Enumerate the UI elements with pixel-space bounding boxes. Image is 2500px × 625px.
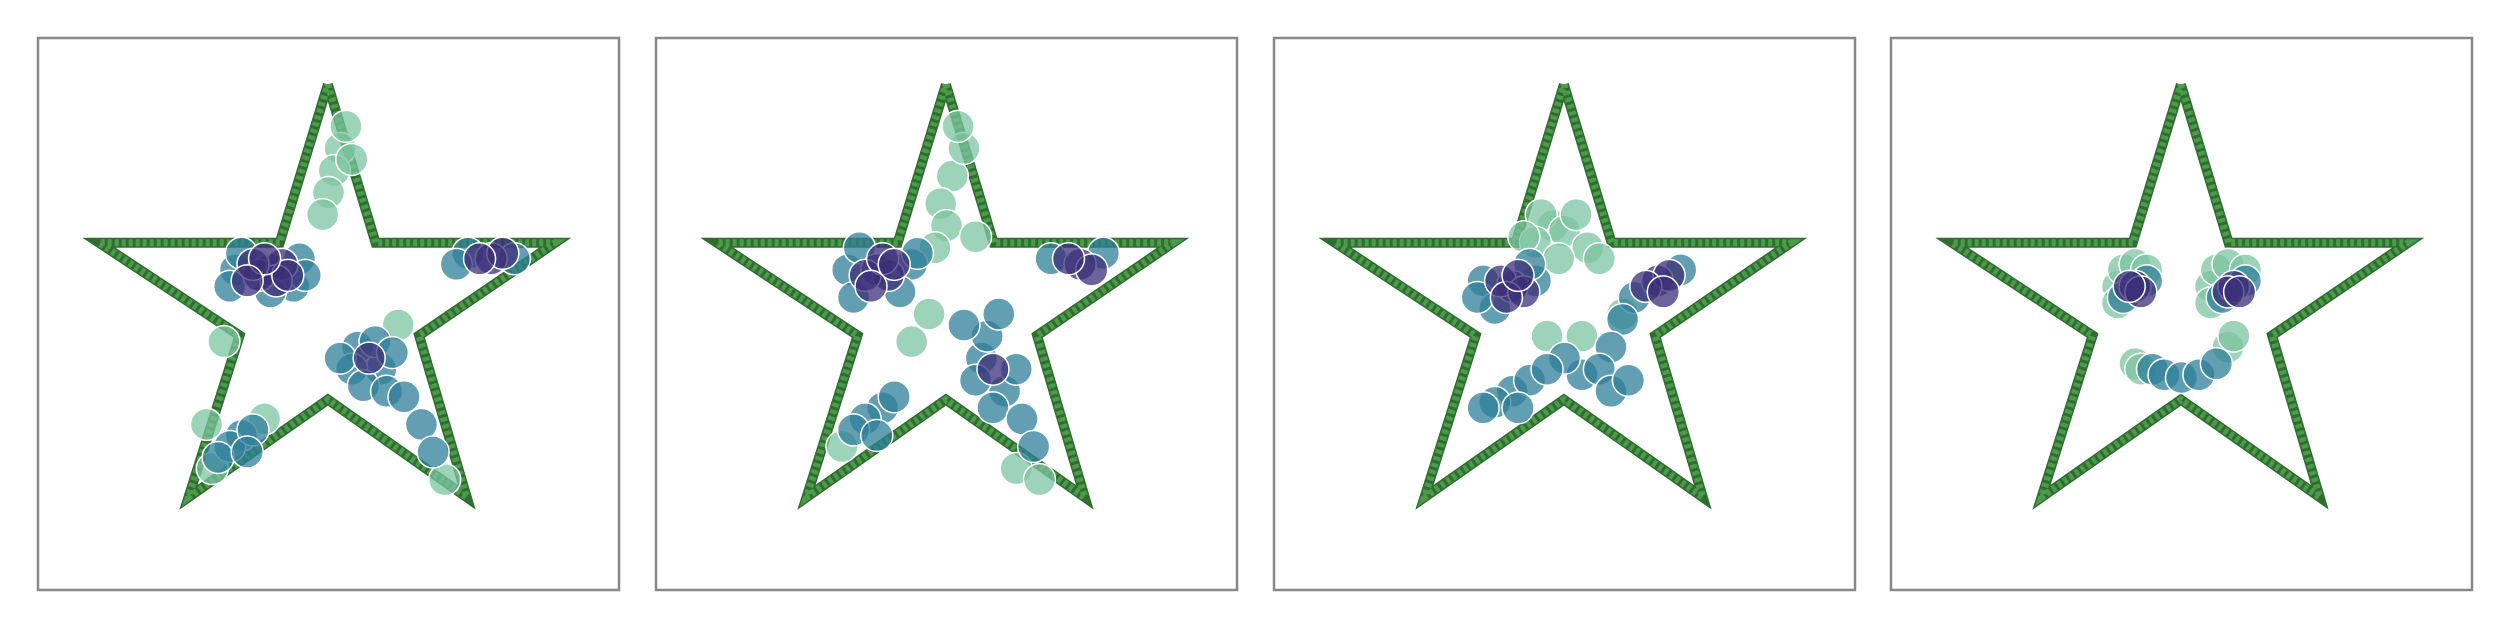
point	[416, 435, 450, 469]
point	[1016, 429, 1051, 464]
point	[2112, 269, 2146, 304]
point	[1501, 391, 1535, 425]
point	[1022, 462, 1057, 497]
point	[1646, 275, 1681, 309]
star-outline-markers	[705, 83, 1185, 507]
panel-frame	[1889, 36, 2474, 592]
point	[976, 352, 1010, 386]
point	[877, 247, 911, 282]
point	[2199, 346, 2234, 381]
point	[1559, 197, 1593, 232]
point	[1507, 219, 1541, 254]
point	[1565, 319, 1599, 353]
star-outline-markers	[1940, 83, 2420, 507]
panel	[654, 36, 1239, 592]
point	[189, 407, 224, 442]
point	[329, 109, 363, 144]
point	[323, 341, 357, 375]
panel-frame	[1272, 36, 1857, 592]
point	[1051, 242, 1086, 276]
point	[2222, 275, 2257, 309]
point	[1501, 258, 1535, 293]
point	[2217, 319, 2251, 353]
panel-frame	[36, 36, 621, 592]
point	[877, 380, 911, 414]
point	[230, 264, 264, 298]
point	[201, 440, 235, 475]
point	[1530, 352, 1564, 386]
point	[941, 109, 975, 144]
point	[387, 380, 421, 414]
point	[462, 242, 497, 276]
point	[352, 341, 386, 375]
point	[860, 418, 894, 453]
point	[334, 142, 369, 177]
point	[305, 197, 340, 232]
point	[271, 258, 305, 293]
star-outline-markers	[87, 83, 567, 507]
point	[1530, 319, 1564, 353]
point	[1466, 391, 1500, 425]
point	[247, 242, 282, 276]
point	[976, 391, 1010, 425]
panel	[1889, 36, 2474, 592]
point	[947, 308, 981, 342]
point	[1611, 363, 1646, 397]
point	[894, 324, 929, 359]
point	[1582, 242, 1617, 276]
point	[207, 324, 241, 359]
point	[958, 219, 993, 254]
point	[982, 297, 1016, 331]
star-outline-markers	[1323, 83, 1803, 507]
point	[854, 269, 888, 304]
panel	[1272, 36, 1857, 592]
point	[230, 435, 264, 469]
point	[912, 297, 946, 331]
panel	[36, 36, 621, 592]
